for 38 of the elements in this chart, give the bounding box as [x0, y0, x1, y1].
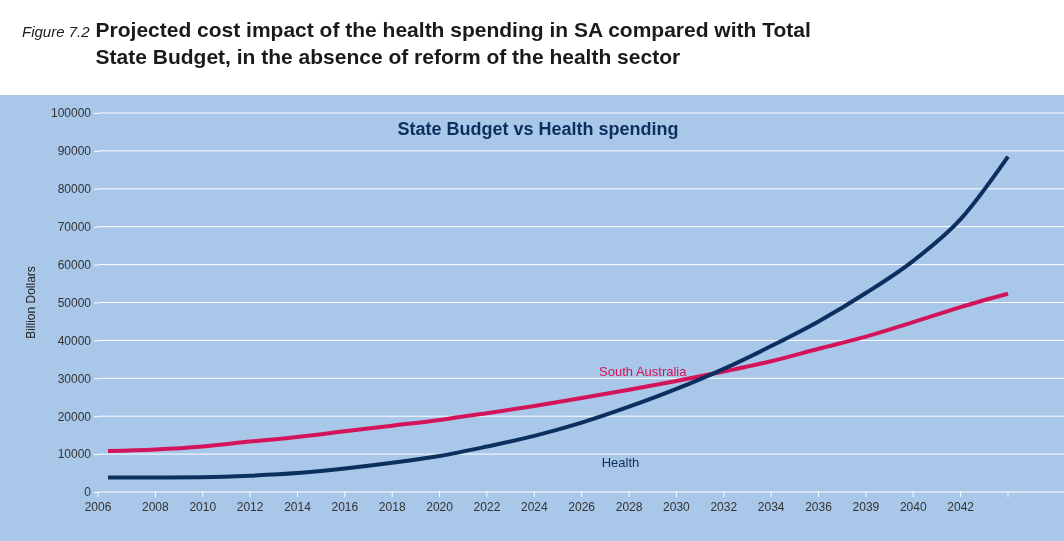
chart-title: Projected cost impact of the health spending in SA compared with Total State Budget, in the absence of reform of the health sector [95, 17, 812, 70]
x-tick-label: 2039 [852, 500, 880, 514]
y-axis-title: Billion Dollars [24, 266, 38, 339]
text: Health [601, 454, 640, 470]
x-tick-label: 2022 [473, 500, 501, 514]
x-tick-label: 2028 [615, 500, 643, 514]
x-tick-label: 2014 [284, 500, 312, 514]
x-tick-label: 2030 [663, 500, 691, 514]
y-tick-label: 100000 [50, 106, 92, 121]
line-series [106, 291, 1010, 454]
y-tick-label: 30000 [57, 371, 92, 386]
chart-subtitle: State Budget vs Health spending [397, 119, 679, 139]
x-tick-label: 2006 [84, 500, 112, 514]
x-tick-label: 2016 [331, 500, 359, 514]
y-tick-label: 70000 [57, 220, 92, 235]
series-label: South Australia [599, 363, 688, 379]
line-series [106, 154, 1010, 480]
y-tick-label: 80000 [57, 182, 92, 197]
x-tick-label: 2008 [142, 500, 170, 514]
x-tick-label: 2040 [899, 500, 927, 514]
x-tick-label: 2010 [189, 500, 217, 514]
x-tick-label: 2036 [805, 500, 833, 514]
x-tick-label: 2018 [378, 500, 406, 514]
y-tick-label: 90000 [57, 144, 92, 159]
caption: Figure 7.2 [22, 23, 90, 40]
x-tick-label: 2024 [520, 500, 548, 514]
x-tick-label: 2034 [757, 500, 785, 514]
y-tick-label: 10000 [57, 447, 92, 462]
y-tick-label: 0 [84, 485, 92, 500]
y-tick-label: 50000 [57, 295, 92, 310]
y-tick-label: 40000 [57, 333, 92, 348]
y-tick-label: 60000 [57, 257, 92, 272]
x-tick-label: 2012 [236, 500, 264, 514]
x-tick-label: 2042 [947, 500, 975, 514]
x-tick-label: 2020 [426, 500, 454, 514]
x-tick-label: 2032 [710, 500, 738, 514]
y-tick-label: 20000 [57, 409, 92, 424]
x-tick-label: 2026 [568, 500, 596, 514]
